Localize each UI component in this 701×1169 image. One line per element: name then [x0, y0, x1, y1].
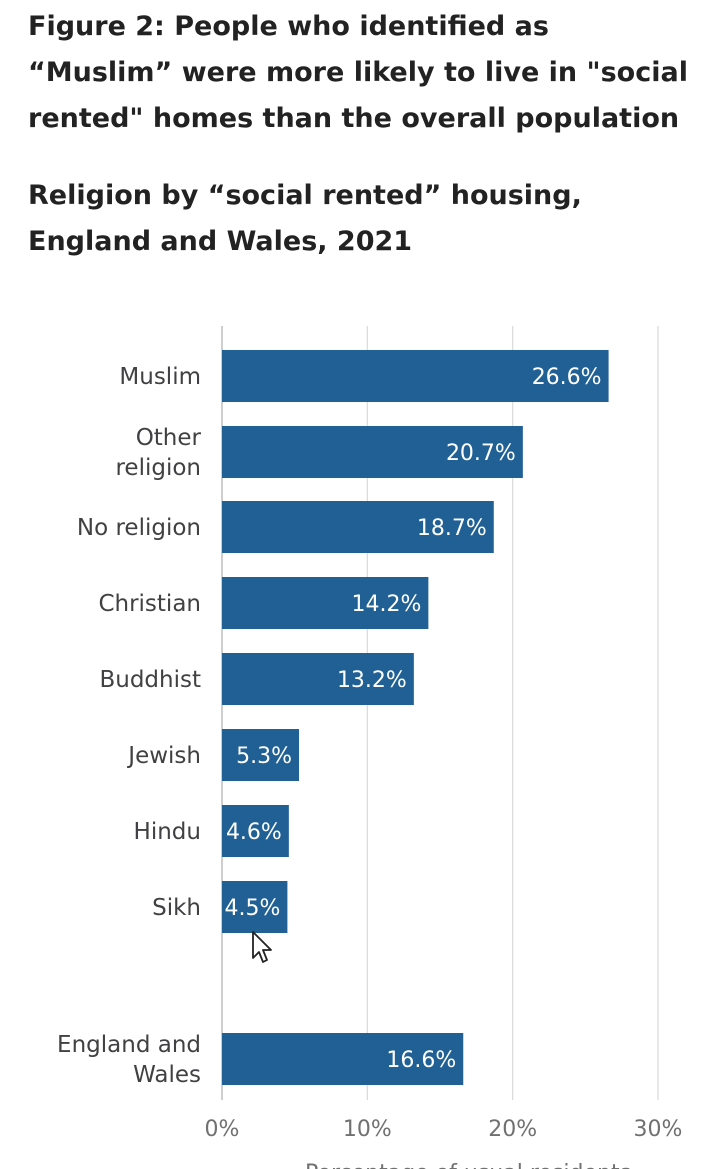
data-label: 4.5%	[224, 896, 280, 921]
category-label: England and	[57, 1032, 201, 1058]
bar-chart: 26.6% Muslim 20.7% Other religion 18.7% No rel…	[57, 326, 683, 1169]
bar	[222, 881, 288, 933]
x-axis-label: Percentage of usual residents	[305, 1161, 631, 1169]
bar	[222, 729, 300, 781]
chart-title-line: Religion by “social rented” housing,	[28, 180, 582, 211]
bar	[222, 426, 523, 478]
x-tick-label: 10%	[343, 1117, 392, 1142]
x-tick-label: 20%	[488, 1117, 537, 1142]
data-label: 13.2%	[337, 668, 407, 693]
x-tick-label: 30%	[634, 1117, 683, 1142]
figure-title-line: “Muslim” were more likely to live in "so…	[28, 57, 688, 88]
mouse-cursor-icon	[252, 931, 272, 963]
data-label: 4.6%	[226, 820, 282, 845]
data-label: 26.6%	[532, 365, 602, 390]
category-label: religion	[115, 455, 201, 481]
bar	[222, 805, 289, 857]
category-label: Buddhist	[99, 667, 201, 693]
data-label: 20.7%	[446, 441, 516, 466]
category-label: No religion	[77, 515, 201, 541]
category-label: Christian	[98, 591, 201, 617]
data-label: 16.6%	[386, 1048, 456, 1073]
bar	[222, 501, 494, 553]
bar	[222, 1033, 464, 1085]
bar	[222, 350, 609, 402]
category-label: Sikh	[152, 895, 201, 921]
figure-title-line: Figure 2: People who identified as	[28, 11, 549, 42]
chart-title-line: England and Wales, 2021	[28, 226, 413, 257]
category-label: Other	[136, 425, 202, 451]
data-label: 14.2%	[351, 592, 421, 617]
figure-title: Figure 2: People who identified as “Musl…	[28, 4, 698, 142]
category-label: Jewish	[126, 743, 201, 769]
chart-title: Religion by “social rented” housing, Eng…	[28, 173, 668, 265]
data-label: 18.7%	[417, 516, 487, 541]
figure-title-line: rented" homes than the overall populatio…	[28, 103, 680, 134]
category-label: Hindu	[134, 819, 201, 845]
bar	[222, 653, 414, 705]
bar	[222, 577, 429, 629]
x-tick-label: 0%	[205, 1117, 240, 1142]
category-label: Wales	[133, 1062, 201, 1088]
data-label: 5.3%	[236, 744, 292, 769]
category-label: Muslim	[119, 364, 201, 390]
